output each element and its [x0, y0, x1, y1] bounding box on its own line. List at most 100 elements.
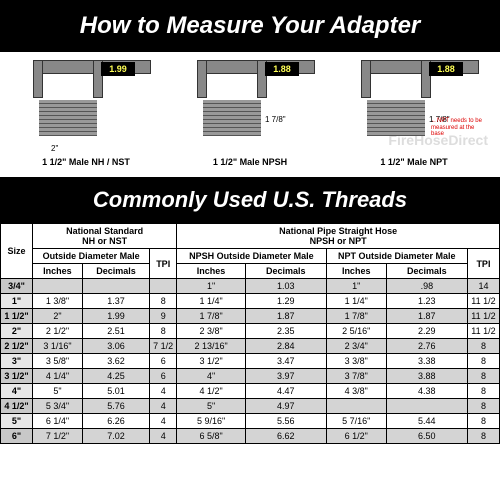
cell: 1" — [326, 279, 386, 294]
cell: 2.84 — [245, 339, 326, 354]
table-row: 4"5"5.0144 1/2"4.474 3/8"4.388 — [1, 384, 500, 399]
cell: 8 — [467, 369, 499, 384]
diagram-label: 1 1/2" Male NH / NST — [42, 157, 130, 167]
cell — [386, 399, 467, 414]
cell: 5.56 — [245, 414, 326, 429]
cell: 6 — [150, 354, 177, 369]
cell: 6.26 — [82, 414, 149, 429]
table-row: 4 1/2"5 3/4"5.7645"4.978 — [1, 399, 500, 414]
diagram-label: 1 1/2" Male NPT — [380, 157, 447, 167]
cell: 4 — [150, 414, 177, 429]
cell: 6 1/4" — [32, 414, 82, 429]
cell: 6 5/8" — [177, 429, 246, 444]
table-row: 3/4"1"1.031".9814 — [1, 279, 500, 294]
cell: 7.02 — [82, 429, 149, 444]
cell: 8 — [467, 429, 499, 444]
cell: 4 — [150, 429, 177, 444]
cell: 1.23 — [386, 294, 467, 309]
cell: 2 3/4" — [326, 339, 386, 354]
cell — [32, 279, 82, 294]
cell: 1 1/4" — [177, 294, 246, 309]
cell — [326, 399, 386, 414]
threads-table: SizeNational StandardNH or NSTNational P… — [0, 223, 500, 444]
cell: 1" — [1, 294, 33, 309]
caliper-display: 1.88 — [265, 62, 299, 76]
cell: 4.38 — [386, 384, 467, 399]
cell: 2" — [32, 309, 82, 324]
cell: 4.25 — [82, 369, 149, 384]
cell: 5" — [1, 414, 33, 429]
cell: 4 1/2" — [1, 399, 33, 414]
cell: 1 1/2" — [1, 309, 33, 324]
cell: 4.97 — [245, 399, 326, 414]
cell: 3 1/2" — [1, 369, 33, 384]
table-body: 3/4"1"1.031".98141"1 3/8"1.3781 1/4"1.29… — [1, 279, 500, 444]
table-row: 3"3 5/8"3.6263 1/2"3.473 3/8"3.388 — [1, 354, 500, 369]
cell: 11 1/2 — [467, 309, 499, 324]
cell: 1 3/8" — [32, 294, 82, 309]
table-row: 1"1 3/8"1.3781 1/4"1.291 1/4"1.2311 1/2 — [1, 294, 500, 309]
cell: 2 1/2" — [1, 339, 33, 354]
cell: 9 — [150, 309, 177, 324]
diagram-label: 1 1/2" Male NPSH — [213, 157, 287, 167]
cell: 2 5/16" — [326, 324, 386, 339]
cell: 2.29 — [386, 324, 467, 339]
cell: 2 1/2" — [32, 324, 82, 339]
cell: 8 — [467, 339, 499, 354]
cell: 3 3/8" — [326, 354, 386, 369]
cell: 3 1/2" — [177, 354, 246, 369]
cell: 8 — [467, 354, 499, 369]
diagram-2: 1.881 7/8"NPT needs to be measured at th… — [334, 60, 494, 167]
cell: 3 7/8" — [326, 369, 386, 384]
npt-note: NPT needs to be measured at the base — [431, 118, 489, 138]
cell: 4.47 — [245, 384, 326, 399]
cell: 3/4" — [1, 279, 33, 294]
cell: 1.03 — [245, 279, 326, 294]
table-row: 5"6 1/4"6.2645 9/16"5.565 7/16"5.448 — [1, 414, 500, 429]
cell: 5 3/4" — [32, 399, 82, 414]
table-head: SizeNational StandardNH or NSTNational P… — [1, 224, 500, 279]
cell: 4" — [177, 369, 246, 384]
cell: 8 — [467, 399, 499, 414]
cell: 5.76 — [82, 399, 149, 414]
dim-side: 1 7/8" — [265, 115, 286, 124]
diagram-1: 1.88 1 7/8" 1 1/2" Male NPSH — [170, 60, 330, 167]
cell: 3 1/16" — [32, 339, 82, 354]
cell: 3.97 — [245, 369, 326, 384]
table-row: 2 1/2"3 1/16"3.067 1/22 13/16"2.842 3/4"… — [1, 339, 500, 354]
cell: 5 9/16" — [177, 414, 246, 429]
cell: 3 5/8" — [32, 354, 82, 369]
cell: 8 — [150, 324, 177, 339]
cell: 1 7/8" — [326, 309, 386, 324]
cell: 2.76 — [386, 339, 467, 354]
cell: 6 1/2" — [326, 429, 386, 444]
cell: 2" — [1, 324, 33, 339]
cell: 6" — [1, 429, 33, 444]
cell: 11 1/2 — [467, 324, 499, 339]
cell: 7 1/2" — [32, 429, 82, 444]
cell: 8 — [150, 294, 177, 309]
caliper-display: 1.99 — [101, 62, 135, 76]
table-row: 1 1/2"2"1.9991 7/8"1.871 7/8"1.8711 1/2 — [1, 309, 500, 324]
cell: 2.35 — [245, 324, 326, 339]
cell: 4 3/8" — [326, 384, 386, 399]
cell — [150, 279, 177, 294]
cell: 2.51 — [82, 324, 149, 339]
cell: 1.87 — [386, 309, 467, 324]
cell: 1.99 — [82, 309, 149, 324]
cell: 3.06 — [82, 339, 149, 354]
cell — [82, 279, 149, 294]
table-row: 3 1/2"4 1/4"4.2564"3.973 7/8"3.888 — [1, 369, 500, 384]
cell: 1" — [177, 279, 246, 294]
cell: 7 1/2 — [150, 339, 177, 354]
page-title: How to Measure Your Adapter — [0, 0, 500, 52]
cell: 3.38 — [386, 354, 467, 369]
cell: 4 1/4" — [32, 369, 82, 384]
cell: 5.01 — [82, 384, 149, 399]
section-title: Commonly Used U.S. Threads — [0, 177, 500, 223]
diagram-row: FireHoseDirect 1.992"1 1/2" Male NH / NS… — [0, 52, 500, 171]
cell: .98 — [386, 279, 467, 294]
table-row: 6"7 1/2"7.0246 5/8"6.626 1/2"6.508 — [1, 429, 500, 444]
cell: 4 — [150, 399, 177, 414]
cell: 4" — [1, 384, 33, 399]
